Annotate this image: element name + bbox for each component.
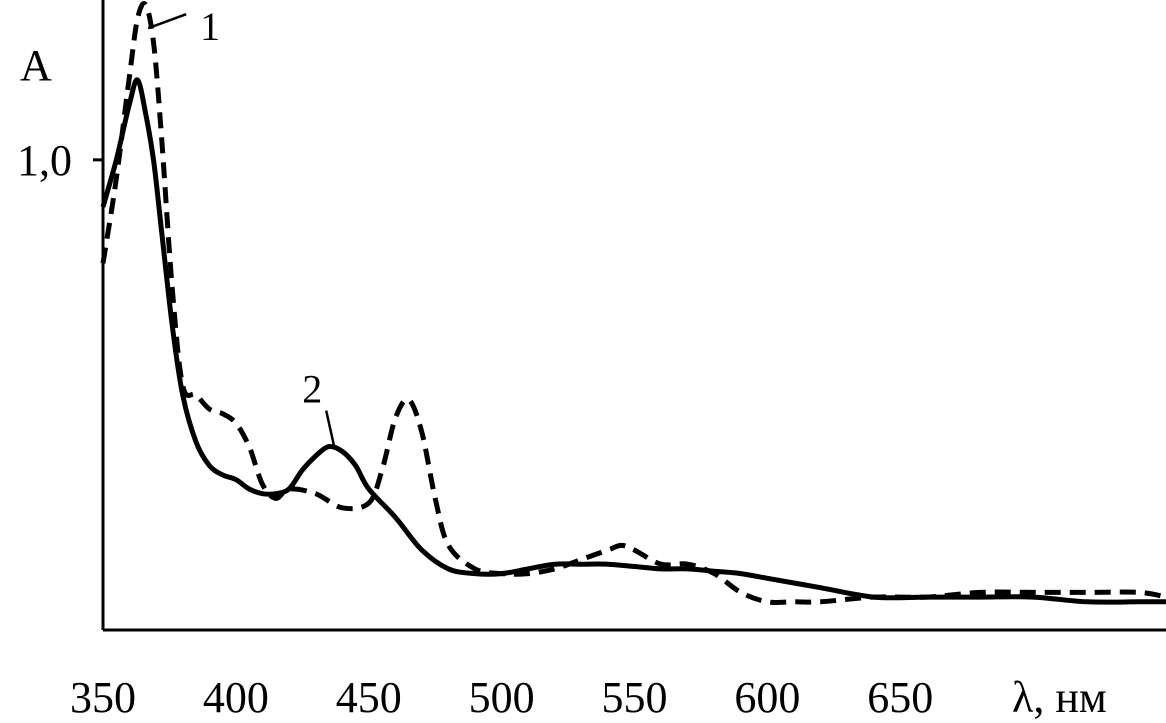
curve-label-2: 2 xyxy=(302,367,322,412)
y-axis-title: A xyxy=(20,41,52,90)
series-line-1 xyxy=(100,1,1166,606)
y-tick-labels: 1,0 xyxy=(17,136,103,185)
annotation-leader-line xyxy=(324,410,336,447)
x-tick-label: 550 xyxy=(602,673,668,722)
x-tick-label: 500 xyxy=(469,673,535,722)
annotation-leader-line xyxy=(147,13,187,30)
x-tick-labels: 350 400 450 500 550 600 650 xyxy=(70,673,933,722)
series-line-2 xyxy=(100,77,1166,605)
x-tick-label: 650 xyxy=(867,673,933,722)
curve-label-1: 1 xyxy=(200,4,220,49)
x-axis-title: λ, нм xyxy=(1012,673,1107,722)
x-tick-label: 350 xyxy=(70,673,136,722)
x-tick-label: 400 xyxy=(203,673,269,722)
x-tick-label: 450 xyxy=(336,673,402,722)
x-tick-label: 600 xyxy=(734,673,800,722)
plot-area xyxy=(100,1,1166,606)
curve-annotations: 12 xyxy=(147,4,336,447)
y-tick-label: 1,0 xyxy=(17,136,72,185)
